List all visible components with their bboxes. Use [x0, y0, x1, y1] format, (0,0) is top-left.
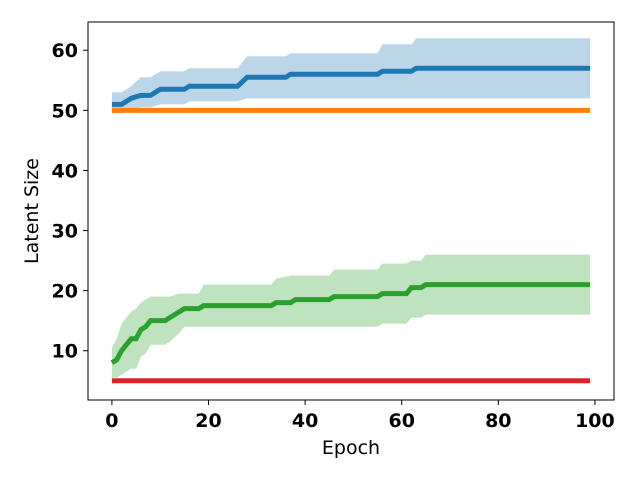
- series-lines: [110, 65, 591, 384]
- y-tick-label: 20: [52, 281, 78, 303]
- x-axis-label: Epoch: [322, 437, 380, 459]
- x-tick-label: 60: [388, 410, 414, 432]
- x-tick-label: 80: [485, 410, 511, 432]
- x-tick-label: 100: [575, 410, 615, 432]
- plot-frame: [87, 21, 615, 401]
- y-tick-label: 50: [52, 100, 78, 122]
- y-tick-label: 40: [52, 160, 78, 182]
- x-tick-label: 0: [105, 410, 118, 432]
- series-2-line: [110, 282, 591, 365]
- y-tick-label: 30: [52, 221, 78, 243]
- y-axis-ticks: 10 20 30 40 50 60: [52, 40, 88, 363]
- y-tick-label: 10: [52, 341, 78, 363]
- x-tick-label: 20: [195, 410, 221, 432]
- series-0-line: [111, 65, 591, 107]
- y-tick-label: 60: [52, 40, 78, 62]
- x-axis-ticks: 0 20 40 60 80 100: [105, 400, 615, 432]
- x-tick-label: 40: [292, 410, 318, 432]
- series-2-band: [111, 254, 591, 378]
- y-axis-label: Latent Size: [21, 158, 43, 264]
